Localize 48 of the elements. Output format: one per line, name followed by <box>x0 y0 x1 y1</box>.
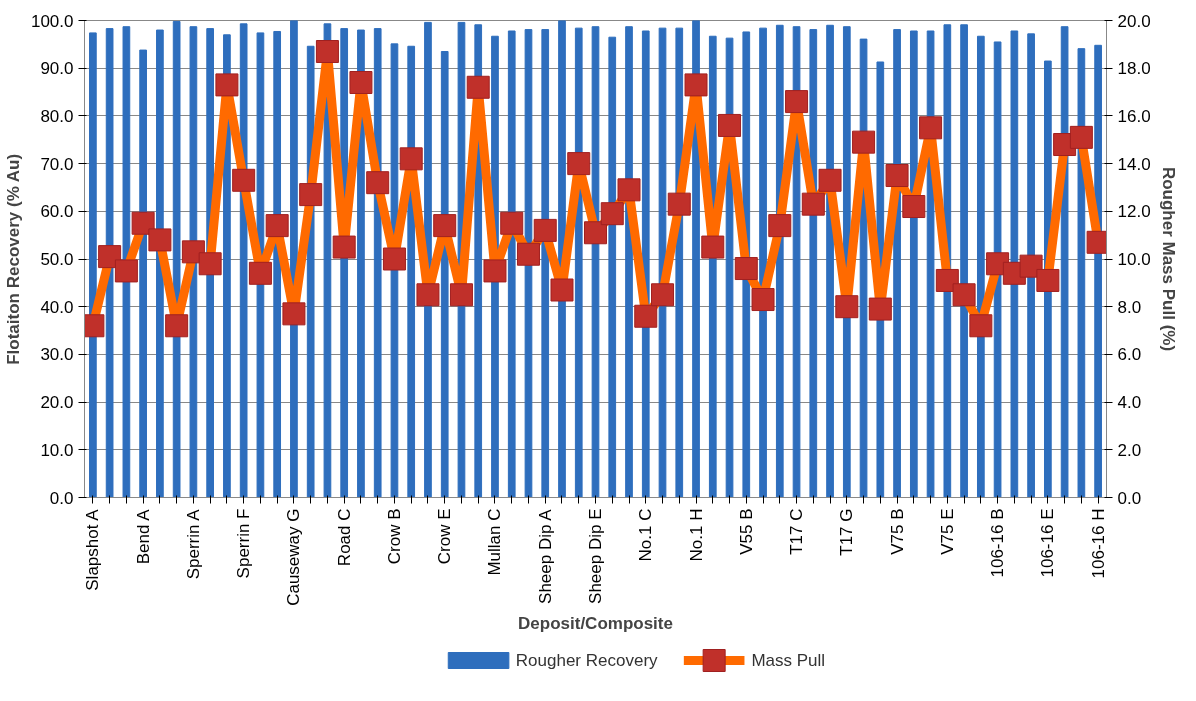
y-tick-label: 10.0 <box>40 440 74 460</box>
x-tick-label: Mullan C <box>485 508 505 576</box>
x-tick-label: Road C <box>334 508 354 567</box>
y2-tick-label: 16.0 <box>1117 106 1151 126</box>
y2-tick-label: 4.0 <box>1117 393 1142 413</box>
y2-tick-label: 8.0 <box>1117 297 1142 317</box>
y-axis-title: Flotaiton Recovery (% Au) <box>3 153 23 365</box>
x-tick-label: Sperrin A <box>183 508 203 580</box>
y-tick-label: 50.0 <box>40 250 74 269</box>
y-tick-label: 90.0 <box>40 59 74 79</box>
legend-label: Mass Pull <box>751 651 826 670</box>
x-tick-label: 106-16 B <box>988 508 1008 578</box>
x-tick-label: Crow E <box>435 508 455 565</box>
y-tick-label: 20.0 <box>40 393 74 413</box>
y2-tick-label: 18.0 <box>1117 59 1151 79</box>
x-tick-label: T17 G <box>837 508 857 556</box>
y2-tick-label: 6.0 <box>1117 345 1142 365</box>
y-tick-label: 80.0 <box>40 106 74 126</box>
y2-tick-label: 0.0 <box>1117 488 1142 508</box>
x-tick-label: No.1 H <box>686 508 706 562</box>
x-axis-title: Deposit/Composite <box>518 613 673 633</box>
x-tick-label: Sperrin F <box>234 508 254 579</box>
y-tick-label: 0.0 <box>49 488 74 508</box>
y2-tick-label: 20.0 <box>1117 11 1151 31</box>
y2-axis-title: Rougher Mass Pull (%) <box>1158 166 1178 352</box>
x-tick-label: No.1 C <box>636 508 656 562</box>
x-tick-label: 106-16 H <box>1088 508 1108 579</box>
y2-tick-label: 2.0 <box>1117 440 1142 460</box>
y2-tick-label: 12.0 <box>1117 202 1151 222</box>
y-tick-label: 60.0 <box>40 202 74 222</box>
x-tick-label: Sheep Dip A <box>535 508 555 604</box>
legend-label: Rougher Recovery <box>515 651 659 670</box>
y-tick-label: 40.0 <box>40 297 74 317</box>
y2-tick-label: 14.0 <box>1117 154 1151 174</box>
x-tick-label: V75 B <box>887 508 907 555</box>
x-tick-label: T17 C <box>787 508 807 555</box>
x-tick-label: V55 B <box>736 508 756 555</box>
y-tick-label: 100.0 <box>30 11 74 31</box>
x-tick-label: Crow B <box>384 508 404 565</box>
y2-tick-label: 10.0 <box>1117 250 1151 269</box>
x-tick-label: Bend A <box>133 508 153 565</box>
x-tick-label: 106-16 E <box>1038 508 1058 578</box>
y-tick-label: 70.0 <box>40 154 74 174</box>
x-tick-label: V75 E <box>937 508 957 555</box>
x-tick-label: Sheep Dip E <box>586 508 605 604</box>
x-tick-label: Slapshot A <box>83 508 103 591</box>
y-tick-label: 30.0 <box>40 345 74 365</box>
x-tick-label: Causeway G <box>284 508 304 606</box>
